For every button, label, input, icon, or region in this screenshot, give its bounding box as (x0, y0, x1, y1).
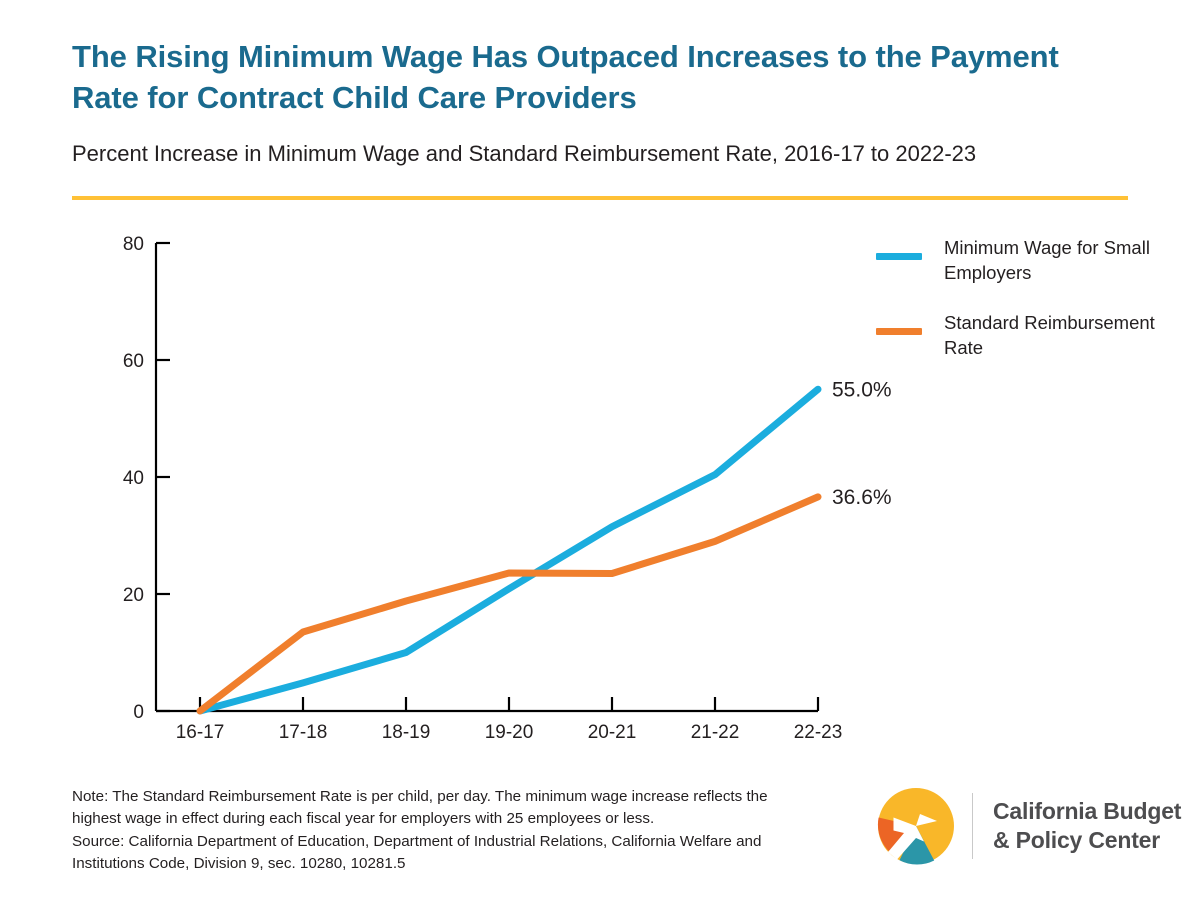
chart-axes (154, 243, 818, 713)
y-axis-tick-label: 0 (133, 702, 144, 723)
y-axis-ticks: 0 20 40 60 80 (123, 234, 170, 723)
legend-swatch-icon-minimum-wage (876, 253, 922, 260)
x-axis-tick-label: 21-22 (691, 722, 740, 743)
y-axis-tick-label: 60 (123, 351, 144, 372)
legend-label-minimum-wage: Minimum Wage for Small Employers (944, 237, 1150, 283)
y-axis-tick-label: 40 (123, 468, 144, 489)
x-axis-tick-label: 19-20 (485, 722, 534, 743)
legend-swatch-icon-reimbursement-rate (876, 328, 922, 336)
y-axis-tick-label: 20 (123, 585, 144, 606)
chart-legend: Minimum Wage for Small Employers Standar… (876, 236, 1176, 386)
cbpc-mark-icon (877, 788, 954, 865)
logo-divider (972, 793, 973, 859)
footnote-line-1: Note: The Standard Reimbursement Rate is… (72, 788, 768, 805)
y-axis-tick-label: 80 (123, 234, 144, 255)
x-axis-tick-label: 18-19 (382, 722, 431, 743)
organization-logo: California Budget & Policy Center (876, 786, 1181, 866)
legend-item-minimum-wage: Minimum Wage for Small Employers (876, 236, 1176, 285)
x-axis-tick-label: 16-17 (176, 722, 225, 743)
x-axis-ticks: 16-17 17-18 18-19 19-20 20-21 21-22 22-23 (176, 697, 843, 743)
x-axis-tick-label: 17-18 (279, 722, 328, 743)
footnote-line-2: highest wage in effect during each fisca… (72, 810, 655, 828)
series-endpoint-label: 36.6% (832, 486, 892, 509)
legend-label-reimbursement-rate: Standard Reimbursement Rate (944, 312, 1155, 358)
footnote-line-3: Source: California Department of Educati… (72, 832, 762, 850)
chart-series-lines (196, 385, 822, 715)
logo-wordmark: California Budget & Policy Center (993, 797, 1181, 856)
x-axis-tick-label: 22-23 (794, 722, 843, 743)
legend-item-reimbursement-rate: Standard Reimbursement Rate (876, 311, 1176, 360)
chart-header: The Rising Minimum Wage Has Outpaced Inc… (72, 36, 1132, 169)
chart-footnotes: Note: The Standard Reimbursement Rate is… (72, 786, 862, 875)
footnote-line-4: Institutions Code, Division 9, sec. 1028… (72, 855, 406, 873)
logo-line-2: & Policy Center (993, 827, 1160, 853)
logo-line-1: California Budget (993, 797, 1182, 824)
chart-subtitle: Percent Increase in Minimum Wage and Sta… (72, 141, 977, 167)
header-divider-rule (72, 196, 1128, 200)
x-axis-tick-label: 20-21 (588, 722, 637, 743)
page-title: The Rising Minimum Wage Has Outpaced Inc… (72, 39, 1059, 116)
chart-endpoint-labels: 55.0%36.6% (832, 378, 892, 509)
series-line (196, 493, 822, 715)
series-line (196, 385, 822, 715)
